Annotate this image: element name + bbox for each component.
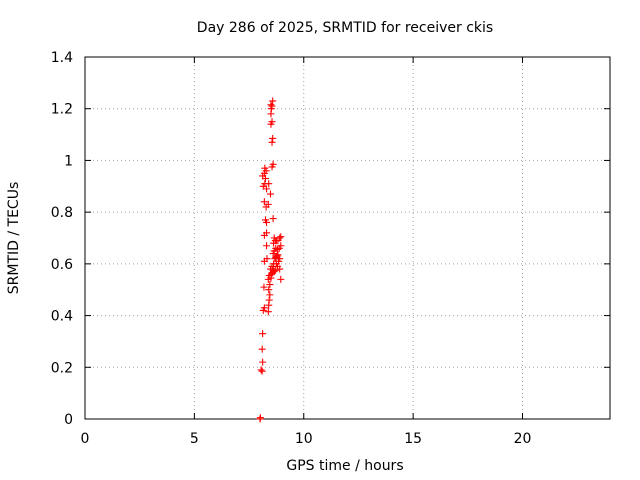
data-point	[264, 200, 272, 208]
x-tick-label: 20	[514, 431, 532, 447]
data-point	[263, 229, 271, 237]
data-point	[266, 291, 274, 299]
data-point	[277, 233, 285, 241]
y-tick-label: 1.2	[51, 102, 73, 118]
y-tick-label: 0.2	[51, 360, 73, 376]
data-points	[256, 97, 285, 423]
data-point	[269, 134, 277, 142]
data-point	[260, 198, 268, 206]
data-point	[268, 118, 276, 126]
data-point	[276, 255, 284, 263]
data-point	[260, 283, 268, 291]
x-tick-label: 15	[404, 431, 422, 447]
x-tick-label: 5	[190, 431, 199, 447]
data-point	[269, 97, 277, 105]
x-tick-label: 0	[81, 431, 90, 447]
data-point	[263, 242, 271, 250]
chart-title: Day 286 of 2025, SRMTID for receiver cki…	[197, 20, 493, 36]
x-tick-label: 10	[295, 431, 313, 447]
data-point	[274, 246, 281, 254]
data-point	[277, 275, 285, 283]
data-point	[259, 330, 267, 338]
data-point	[256, 414, 264, 422]
data-point	[271, 237, 279, 245]
x-axis-label: GPS time / hours	[286, 458, 403, 474]
data-point	[263, 218, 271, 226]
gridlines	[85, 57, 610, 419]
data-point	[268, 102, 276, 110]
y-tick-labels: 0 0.2 0.4 0.6 0.8 1 1.2 1.4	[51, 50, 73, 428]
data-point	[270, 268, 278, 276]
data-point	[259, 358, 267, 366]
data-point	[267, 101, 275, 109]
data-point	[261, 164, 269, 172]
y-tick-label: 0	[64, 412, 73, 428]
data-point	[258, 367, 266, 375]
data-point	[276, 265, 284, 273]
y-tick-label: 0.4	[51, 309, 73, 325]
data-point	[271, 266, 279, 274]
data-point	[260, 304, 268, 312]
data-point	[263, 255, 271, 263]
y-tick-label: 0.8	[51, 205, 73, 221]
data-point	[266, 281, 274, 289]
y-tick-label: 1.4	[51, 50, 73, 66]
data-point	[268, 138, 276, 146]
data-point	[265, 180, 273, 188]
y-tick-label: 1	[64, 153, 73, 169]
data-point	[269, 160, 277, 168]
axis-ticks	[84, 56, 610, 420]
data-point	[269, 215, 277, 223]
data-point	[265, 286, 273, 294]
data-point	[277, 242, 285, 250]
x-tick-labels: 0 5 10 15 20	[81, 431, 532, 447]
data-point	[258, 345, 266, 353]
plot-frame	[84, 56, 611, 420]
data-point	[257, 366, 265, 374]
y-tick-label: 0.6	[51, 257, 73, 273]
data-point	[264, 308, 272, 316]
data-point	[267, 190, 274, 198]
data-point	[265, 296, 273, 304]
y-axis-label: SRMTID / TECUs	[6, 182, 22, 295]
